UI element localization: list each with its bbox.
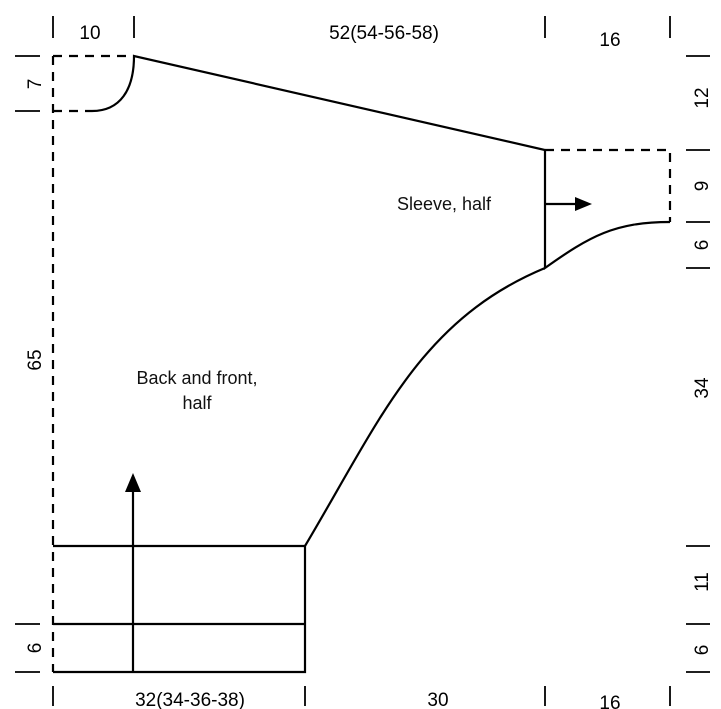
bottom-dim-underarm: 30 [427, 690, 448, 709]
right-dim-sleeve-top: 9 [692, 181, 713, 192]
right-dim-ribbing: 6 [692, 645, 713, 656]
body-label-line2: half [182, 393, 212, 413]
top-dim-shoulder: 52(54-56-58) [329, 23, 439, 44]
top-dimension-ticks [52, 16, 671, 38]
garment-outline [53, 54, 671, 674]
bottom-dimension-ticks [52, 686, 671, 706]
right-dim-lower: 11 [692, 572, 713, 592]
right-dim-shoulder-slope: 12 [692, 87, 713, 108]
right-dim-sleeve-cap: 6 [692, 240, 713, 251]
right-dim-armhole: 34 [692, 377, 713, 399]
right-dimension-ticks [686, 55, 710, 673]
bottom-dim-sleeve: 16 [599, 693, 620, 709]
sleeve-top-line [545, 148, 672, 222]
top-dim-neck: 10 [79, 23, 100, 44]
body-direction-arrow-head [125, 473, 141, 492]
top-dim-sleeve: 16 [599, 30, 620, 51]
bottom-dim-body: 32(34-36-38) [135, 690, 245, 709]
left-dim-neck-depth: 7 [25, 79, 46, 90]
body-label-line1: Back and front, [136, 368, 257, 388]
left-dim-ribbing: 6 [25, 643, 46, 654]
sleeve-direction-arrow-head [575, 197, 592, 211]
left-dim-length: 65 [25, 349, 46, 370]
left-dimension-ticks [15, 55, 40, 673]
sleeve-label: Sleeve, half [397, 194, 492, 214]
